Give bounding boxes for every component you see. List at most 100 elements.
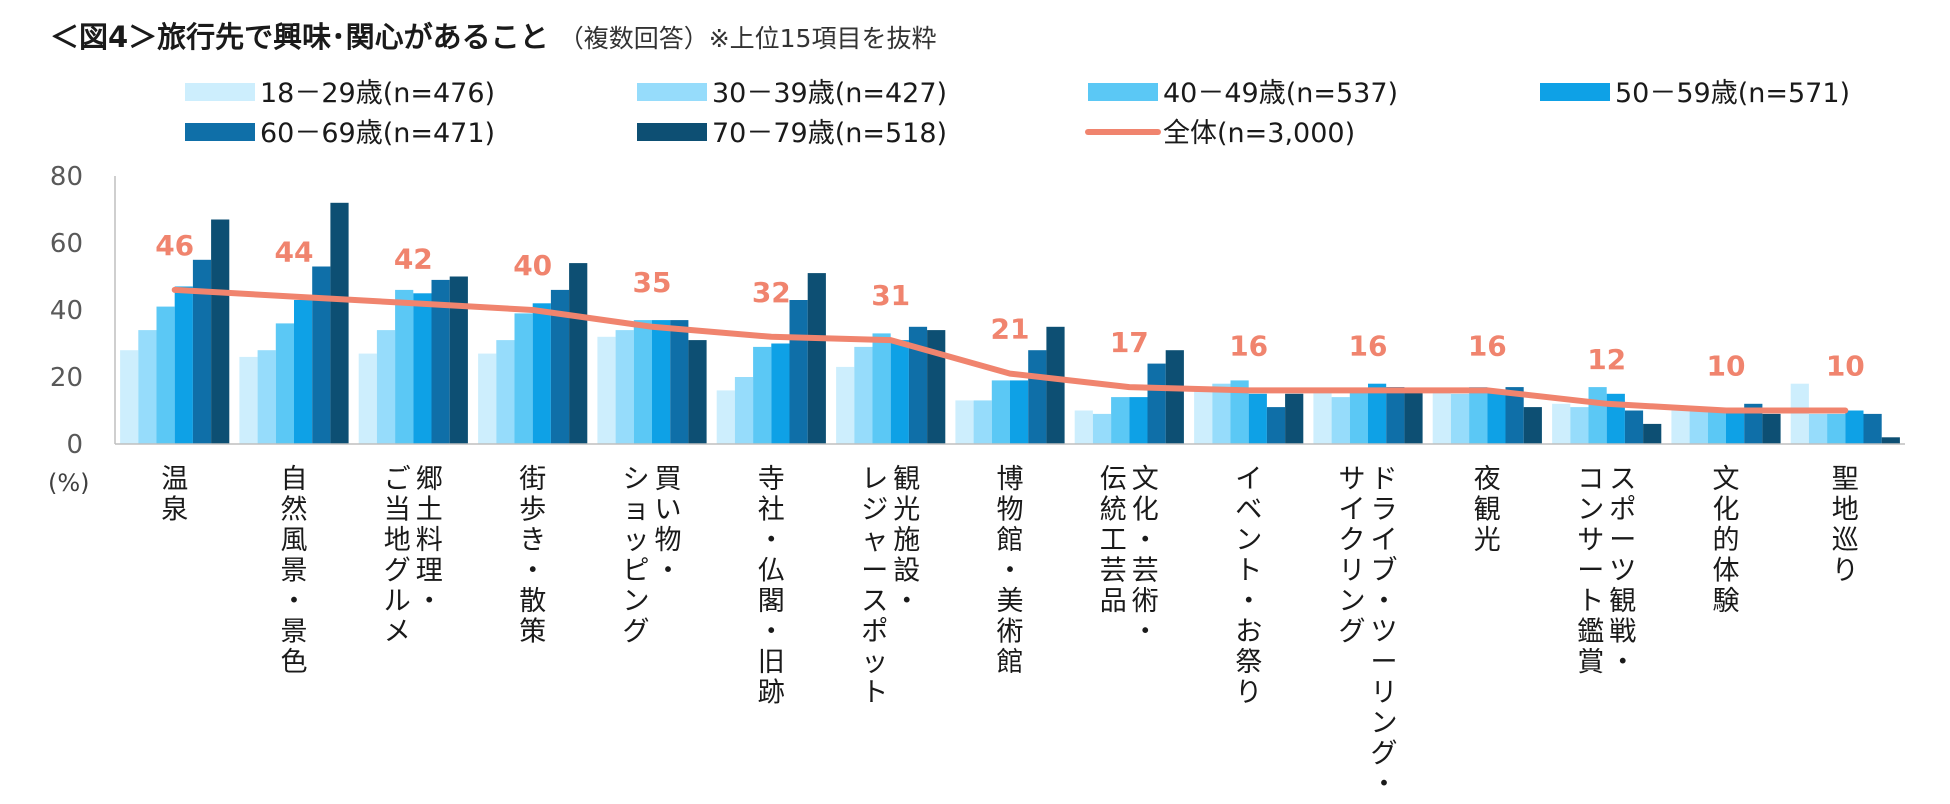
category-label: 夜観光	[1474, 464, 1501, 556]
category-label-char: 芸	[1100, 556, 1127, 587]
category-label-char: 鑑	[1577, 617, 1604, 648]
category-label: イベント・お祭り	[1235, 464, 1262, 709]
category-label: 文化的体験	[1713, 464, 1740, 617]
category-label-char: ル	[384, 586, 411, 617]
category-label-char: 地	[384, 525, 411, 556]
bar	[1230, 380, 1249, 444]
category-label: 文化・芸術・	[1132, 464, 1159, 648]
category-label-char: 施	[893, 525, 920, 556]
category-label-char: き	[519, 525, 546, 556]
category-label-char: イ	[1371, 525, 1398, 556]
bar	[1092, 413, 1112, 444]
bar	[1863, 413, 1882, 444]
bar	[431, 279, 450, 444]
bar	[1285, 393, 1304, 445]
category-label-char: 化	[1713, 495, 1740, 526]
bar	[211, 219, 230, 444]
category-label-char: 観	[1474, 495, 1501, 526]
category-label-char: ー	[1609, 525, 1636, 556]
y-tick-label: 0	[66, 430, 83, 460]
category-label-char: ツ	[1371, 617, 1398, 648]
bar	[973, 400, 992, 444]
category-label-char: ー	[1371, 647, 1398, 678]
category-label-char: グ	[1371, 739, 1398, 770]
legend-swatch	[1540, 83, 1610, 101]
y-tick-label: 80	[50, 162, 83, 192]
legend-label: 30－39歳(n=427)	[712, 78, 947, 109]
category-label-char: 文	[1713, 464, 1740, 495]
bar	[1331, 397, 1350, 444]
category-label-char: 館	[997, 525, 1024, 556]
category-label-char: 巡	[1832, 525, 1859, 556]
category-label-char: ー	[861, 556, 888, 587]
category-label-char: 散	[519, 586, 546, 617]
category-label-char: ン	[623, 586, 650, 617]
bar	[1552, 403, 1571, 444]
y-tick-label: 20	[50, 363, 83, 393]
category-label: 買い物・	[655, 464, 682, 587]
bar	[1643, 423, 1662, 444]
bar	[532, 303, 551, 444]
category-label-char: 館	[997, 647, 1024, 678]
bar	[1588, 387, 1607, 444]
data-label: 35	[633, 266, 672, 299]
bar	[1487, 390, 1506, 444]
bar	[192, 259, 212, 445]
bar	[927, 330, 946, 444]
category-label-char: ス	[861, 586, 888, 617]
bar	[753, 346, 772, 444]
bar	[597, 336, 616, 444]
category-label-char: 土	[416, 495, 443, 526]
category-label-char: ポ	[1609, 495, 1636, 526]
category-label-char: り	[1235, 678, 1262, 709]
category-label-char: 景	[281, 556, 308, 587]
y-tick-label: 40	[50, 296, 83, 326]
data-label: 12	[1587, 343, 1626, 376]
bar	[872, 333, 891, 444]
category-label-char: 物	[997, 495, 1024, 526]
bar	[688, 340, 707, 444]
bar	[330, 202, 349, 444]
category-label: コンサート鑑賞	[1577, 464, 1604, 678]
bar	[1505, 387, 1524, 444]
category-label-char: 然	[281, 495, 308, 526]
category-label-char: メ	[384, 617, 411, 648]
category-label-char: 閣	[758, 586, 785, 617]
bar	[734, 377, 754, 444]
bar	[652, 320, 671, 444]
category-label-char: 品	[1100, 586, 1127, 617]
category-label-char: 美	[997, 586, 1024, 617]
category-label-char: ・	[997, 556, 1024, 587]
bar	[633, 320, 652, 444]
bar	[1313, 390, 1332, 444]
category-label-char: ッ	[861, 647, 888, 678]
category-label-char: 設	[893, 556, 920, 587]
bar	[1010, 380, 1029, 444]
bar	[955, 400, 974, 444]
category-label-char: 観	[893, 464, 920, 495]
bar	[1744, 403, 1763, 444]
bar	[1111, 397, 1130, 444]
legend-label: 40－49歳(n=537)	[1163, 78, 1398, 109]
category-label-char: ン	[1371, 708, 1398, 739]
bar	[550, 289, 570, 444]
category-label-char: り	[1832, 556, 1859, 587]
category-label-char: 地	[1832, 495, 1859, 526]
legend-label: 70－79歳(n=518)	[712, 118, 947, 149]
bar	[1147, 363, 1166, 444]
category-label-char: リ	[1339, 556, 1366, 587]
data-label: 10	[1826, 350, 1865, 383]
bar	[1827, 413, 1846, 444]
category-label-char: グ	[1339, 617, 1366, 648]
legend-swatch	[1088, 83, 1158, 101]
bar	[1845, 410, 1864, 444]
category-label: ショッピング	[623, 464, 650, 648]
bar	[908, 326, 928, 445]
category-label-char: イ	[1339, 495, 1366, 526]
y-tick-label: 60	[50, 229, 83, 259]
category-label-char: 策	[519, 617, 546, 648]
data-label: 31	[871, 279, 910, 312]
legend-swatch	[637, 83, 707, 101]
data-label: 21	[991, 313, 1030, 346]
category-label-char: 統	[1100, 495, 1127, 526]
